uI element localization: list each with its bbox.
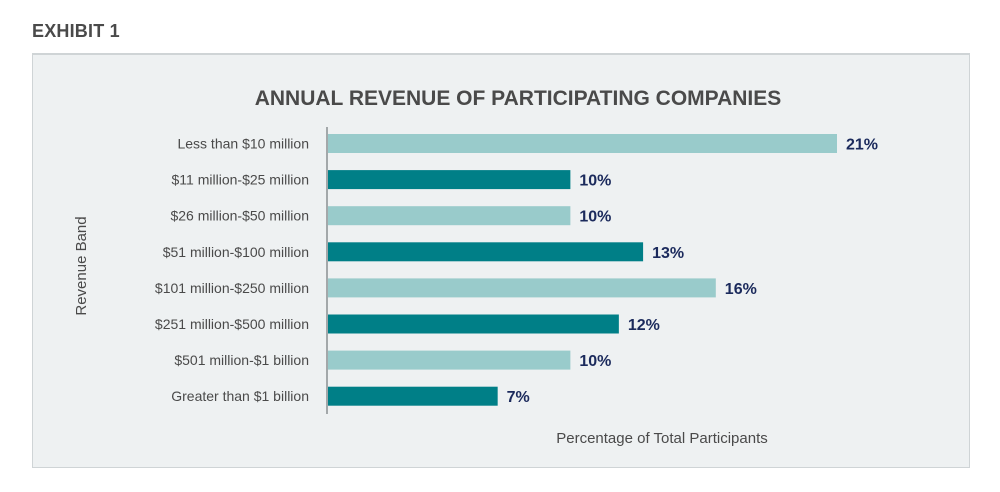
value-label: 10%: [579, 173, 611, 190]
category-label: $251 million-$500 million: [155, 316, 309, 332]
y-axis-label: Revenue Band: [73, 216, 90, 315]
bar: [328, 170, 571, 190]
value-label: 21%: [846, 137, 878, 154]
x-axis-label: Percentage of Total Participants: [556, 430, 768, 447]
category-label: Less than $10 million: [177, 136, 309, 152]
chart-title: ANNUAL REVENUE OF PARTICIPATING COMPANIE…: [255, 87, 782, 110]
value-label: 16%: [725, 281, 757, 298]
value-label: 10%: [579, 353, 611, 370]
category-label: $501 million-$1 billion: [174, 352, 309, 368]
bar: [328, 242, 644, 262]
value-label: 10%: [579, 209, 611, 226]
bar: [328, 134, 837, 153]
category-label: Greater than $1 billion: [171, 388, 309, 404]
value-label: 7%: [507, 389, 530, 406]
bar: [328, 278, 716, 298]
category-label: $51 million-$100 million: [163, 244, 309, 260]
value-label: 12%: [628, 317, 660, 334]
category-label: $101 million-$250 million: [155, 280, 309, 296]
bar: [328, 386, 498, 406]
category-label: $26 million-$50 million: [170, 208, 309, 224]
exhibit-label: EXHIBIT 1: [32, 21, 120, 41]
category-label: $11 million-$25 million: [172, 172, 309, 188]
bar: [328, 314, 619, 334]
bar: [328, 350, 571, 370]
bar: [328, 206, 571, 226]
bars-group: Less than $10 million 21% $11 million-$25 …: [155, 134, 878, 406]
value-label: 13%: [652, 245, 684, 262]
